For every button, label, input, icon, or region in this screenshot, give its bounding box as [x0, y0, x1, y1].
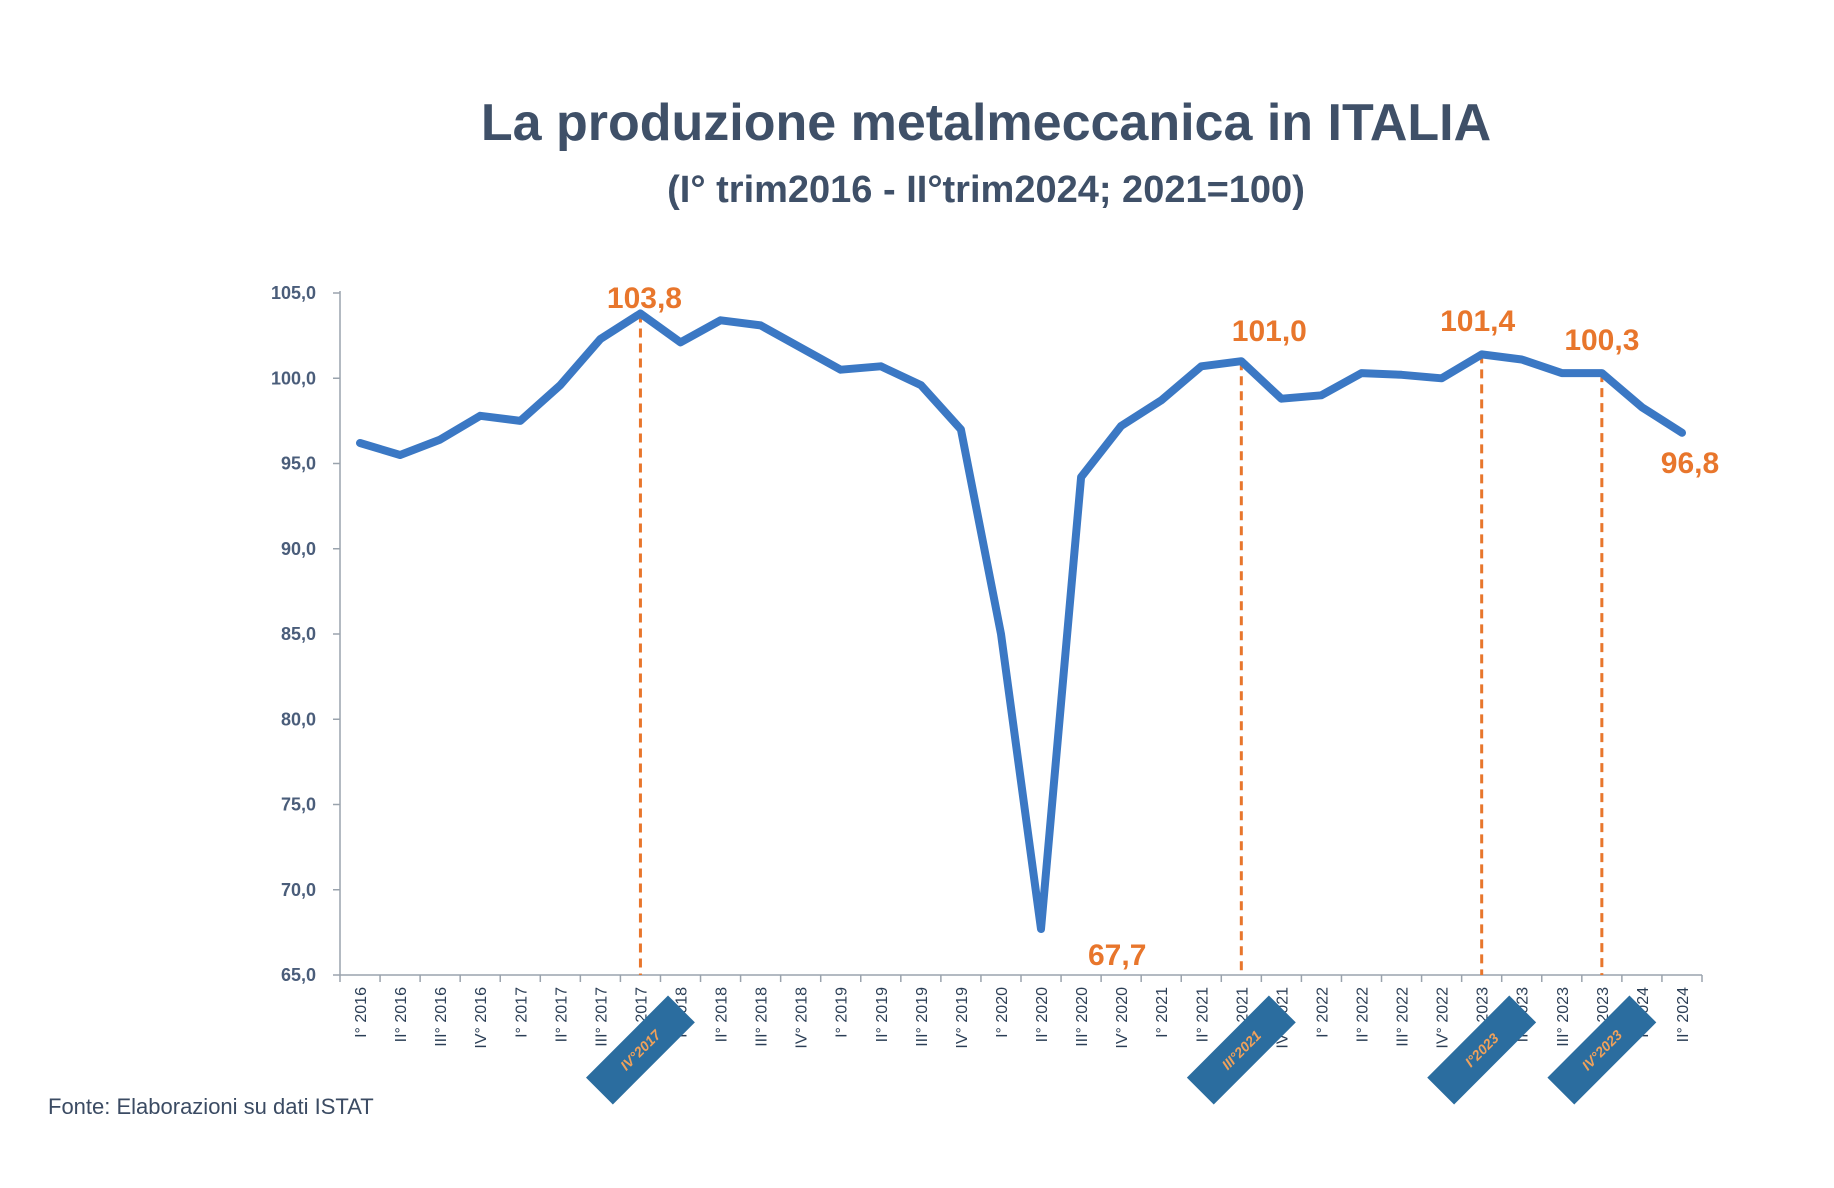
y-tick-label: 85,0 — [281, 624, 316, 644]
data-point — [437, 436, 444, 443]
chart-source: Fonte: Elaborazioni su dati ISTAT — [48, 1094, 374, 1119]
series-layer — [356, 309, 1686, 933]
period-badge-bg — [1186, 995, 1296, 1105]
data-point — [1238, 358, 1245, 365]
data-point — [517, 417, 524, 424]
x-tick-label: III° 2017 — [593, 987, 610, 1047]
data-point — [1158, 397, 1165, 404]
x-tick-label: III° 2022 — [1395, 987, 1412, 1047]
x-tick-label: III° 2020 — [1074, 987, 1091, 1047]
value-annotation: 100,3 — [1564, 324, 1639, 357]
chart-title: La produzione metalmeccanica in ITALIA — [481, 94, 1491, 152]
data-point — [477, 412, 484, 419]
x-tick-label: II° 2022 — [1355, 987, 1372, 1042]
x-tick-label: II° 2020 — [1034, 987, 1051, 1042]
data-point — [757, 322, 764, 329]
x-tick-label: IV° 2019 — [954, 987, 971, 1049]
series-line — [356, 309, 1686, 933]
data-point — [557, 382, 564, 389]
badges-layer: IV°2017 III°2021 I°2023 IV°2023 — [585, 995, 1657, 1105]
y-tick-label: 100,0 — [271, 368, 316, 388]
labels-layer: 103,8 67,7 101,0 101,4 100,3 96,8 — [607, 282, 1719, 972]
y-tick-label: 70,0 — [281, 880, 316, 900]
x-tick-label: IV° 2016 — [473, 987, 490, 1049]
y-tick-label: 90,0 — [281, 539, 316, 559]
data-point — [1558, 370, 1565, 377]
value-annotation: 67,7 — [1088, 939, 1146, 972]
x-tick-label: IV° 2022 — [1435, 987, 1452, 1049]
data-point — [1598, 370, 1605, 377]
data-point — [1678, 429, 1685, 436]
x-tick-label: II° 2021 — [1194, 987, 1211, 1042]
data-point — [1118, 422, 1125, 429]
x-tick-label: III° 2023 — [1555, 987, 1572, 1047]
x-tick-label: I° 2019 — [834, 987, 851, 1038]
y-tick-label: 65,0 — [281, 965, 316, 985]
data-point — [1398, 371, 1405, 378]
data-point — [357, 440, 364, 447]
x-tick-label: I° 2016 — [353, 987, 370, 1038]
data-point — [877, 363, 884, 370]
data-point — [1038, 925, 1045, 932]
data-point — [637, 310, 644, 317]
data-point — [1438, 375, 1445, 382]
data-point — [1638, 404, 1645, 411]
x-tick-label: III° 2016 — [433, 987, 450, 1047]
data-point — [917, 382, 924, 389]
x-tick-label: I° 2021 — [1154, 987, 1171, 1038]
data-point — [1318, 392, 1325, 399]
data-point — [997, 631, 1004, 637]
period-badge: I°2023 — [1427, 995, 1537, 1105]
data-point — [1478, 351, 1485, 358]
x-tick-label: IV° 2018 — [794, 987, 811, 1049]
data-point — [797, 344, 804, 351]
x-tick-label: III° 2018 — [754, 987, 771, 1047]
period-badge-bg — [1427, 995, 1537, 1105]
x-tick-label: II° 2024 — [1675, 987, 1692, 1042]
x-tick-label: I° 2020 — [994, 987, 1011, 1038]
data-point — [597, 336, 604, 343]
value-annotation: 96,8 — [1661, 447, 1719, 480]
value-annotation: 103,8 — [607, 282, 682, 315]
x-tick-label: I° 2022 — [1314, 987, 1331, 1038]
y-tick-label: 105,0 — [271, 283, 316, 303]
x-tick-label: IV° 2020 — [1114, 987, 1131, 1049]
data-point — [717, 317, 724, 324]
guides-layer — [638, 313, 1604, 975]
x-tick-label: III° 2019 — [914, 987, 931, 1047]
data-point — [1278, 395, 1285, 402]
value-annotation: 101,4 — [1440, 305, 1515, 338]
y-tick-label: 95,0 — [281, 454, 316, 474]
y-tick-label: 80,0 — [281, 709, 316, 729]
data-point — [1358, 370, 1365, 377]
x-tick-label: II° 2019 — [874, 987, 891, 1042]
data-point — [1198, 363, 1205, 370]
data-point — [1078, 474, 1085, 481]
y-tick-label: 75,0 — [281, 795, 316, 815]
value-annotation: 101,0 — [1232, 315, 1307, 348]
data-point — [1518, 356, 1525, 363]
chart-subtitle: (I° trim2016 - II°trim2024; 2021=100) — [667, 169, 1305, 211]
axes-layer: 105,0 100,0 95,0 90,0 85,0 80,0 75,0 70,0 65,0 I°… — [271, 283, 1703, 1049]
x-tick-label: II° 2016 — [393, 987, 410, 1042]
x-tick-label: II° 2017 — [553, 987, 570, 1042]
data-point — [397, 451, 404, 458]
data-point — [837, 366, 844, 373]
period-badge-bg — [1547, 995, 1657, 1105]
data-point — [957, 426, 964, 433]
x-tick-label: II° 2018 — [714, 987, 731, 1042]
period-badge-bg — [585, 995, 695, 1105]
data-point — [677, 339, 684, 346]
x-tick-label: I° 2017 — [513, 987, 530, 1038]
